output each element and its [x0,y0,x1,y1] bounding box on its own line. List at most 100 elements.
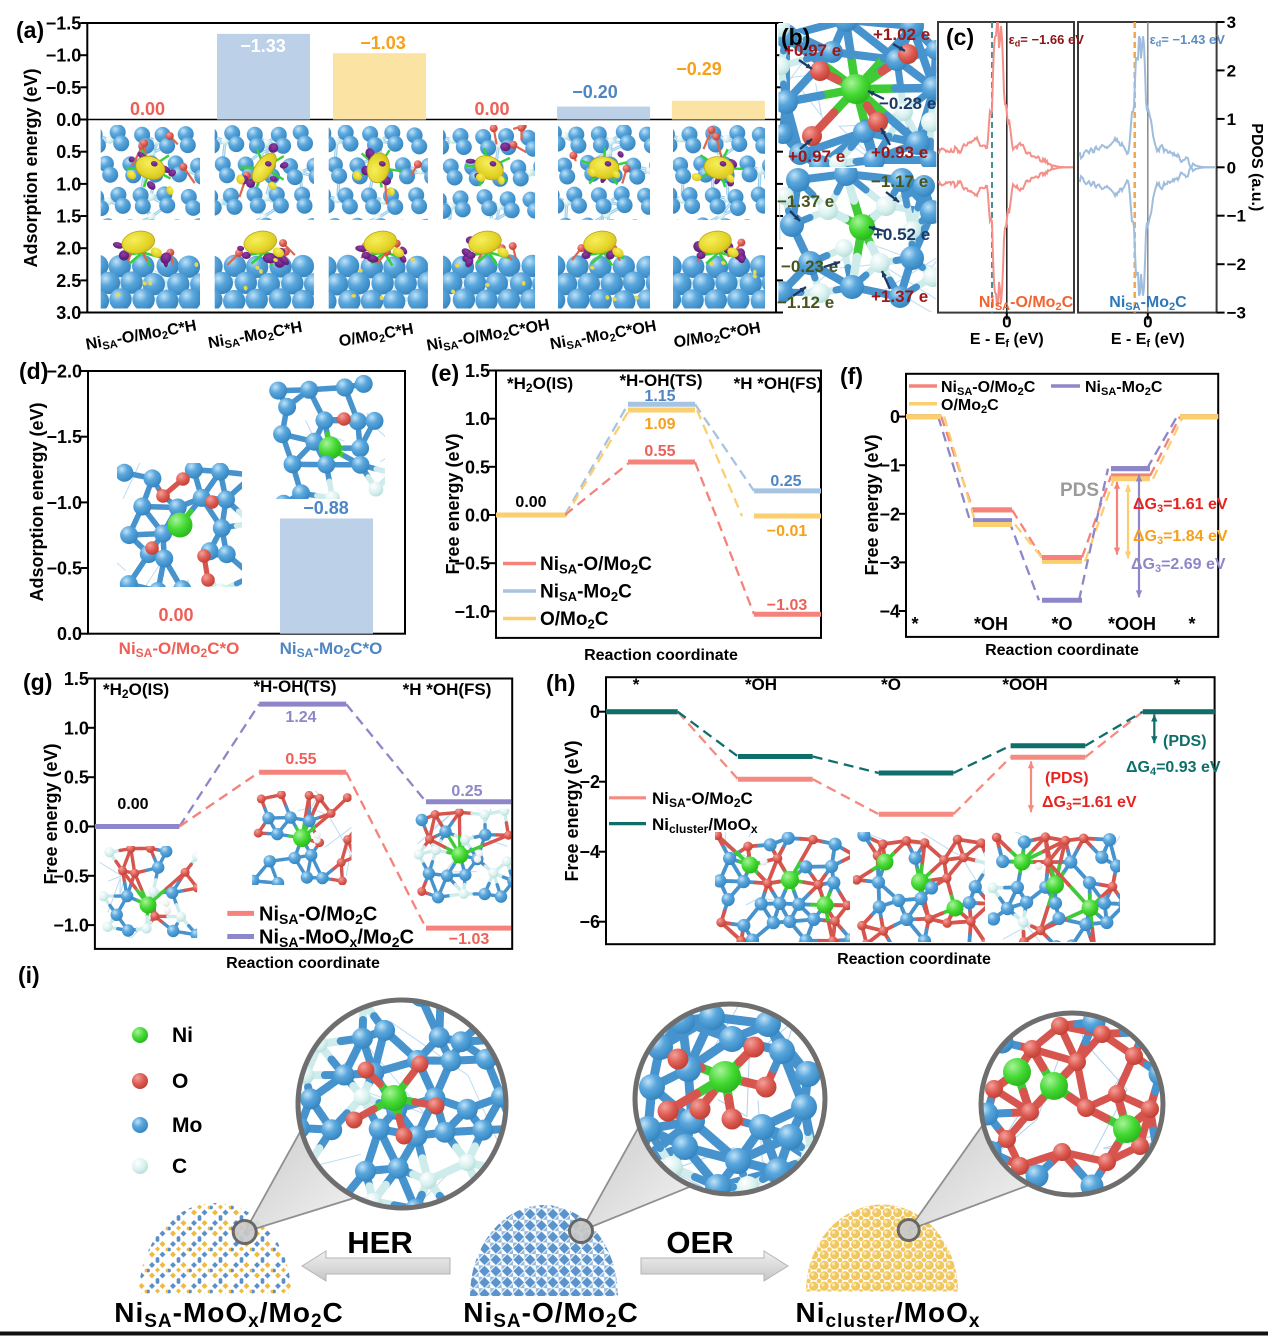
svg-text:+0.93 e: +0.93 e [871,143,928,162]
svg-text:−1.37 e: −1.37 e [777,192,834,211]
svg-text:−1.5: −1.5 [46,14,82,34]
svg-text:NiSA​-O/Mo2​C: NiSA​-O/Mo2​C [540,554,652,576]
svg-text:0.5: 0.5 [64,768,89,788]
svg-text:NiSA​-MoOx​/Mo2​C: NiSA​-MoOx​/Mo2​C [114,1297,344,1332]
svg-text:−0.20: −0.20 [572,82,618,102]
svg-text:NiSA​-O/Mo2​C: NiSA​-O/Mo2​C [652,789,753,810]
svg-text:0.55: 0.55 [644,443,675,460]
svg-text:Reaction coordinate: Reaction coordinate [584,647,738,664]
svg-text:0.00: 0.00 [158,605,193,625]
svg-text:−6: −6 [579,912,600,932]
svg-text:(f): (f) [840,363,863,389]
svg-text:Free energy (eV): Free energy (eV) [41,743,61,884]
svg-text:0.55: 0.55 [285,751,316,768]
svg-text:Reaction coordinate: Reaction coordinate [226,955,380,972]
svg-text:Free energy (eV): Free energy (eV) [562,740,582,881]
svg-text:−1.0: −1.0 [46,493,82,513]
svg-text:*H *OH(FS): *H *OH(FS) [403,680,492,699]
svg-text:−0.88: −0.88 [303,498,349,518]
svg-text:(g): (g) [23,669,52,695]
svg-text:O/Mo2​C*H: O/Mo2​C*H [338,321,416,353]
svg-text:Nicluster​/MoOx​: Nicluster​/MoOx​ [652,815,758,836]
svg-text:Reaction coordinate: Reaction coordinate [837,951,991,968]
svg-text:*: * [1188,614,1195,634]
svg-text:NiSA​-Mo2​C*OH: NiSA​-Mo2​C*OH [549,318,658,355]
svg-text:C: C [172,1155,187,1178]
svg-text:PDOS (a.u.): PDOS (a.u.) [1248,123,1265,211]
svg-text:−0.5: −0.5 [454,554,490,574]
svg-text:Reaction coordinate: Reaction coordinate [985,642,1139,659]
svg-text:O/Mo2​C: O/Mo2​C [941,397,999,416]
svg-text:*H-OH(TS): *H-OH(TS) [619,371,702,390]
svg-text:0: 0 [1002,313,1011,332]
svg-text:1.0: 1.0 [465,409,490,429]
svg-text:−2.0: −2.0 [46,362,82,382]
svg-text:1.5: 1.5 [465,361,490,381]
svg-text:−0.5: −0.5 [46,559,82,579]
svg-text:−0.01: −0.01 [767,523,808,540]
svg-text:−0.23 e: −0.23 e [781,257,838,276]
svg-text:−1: −1 [1227,207,1246,226]
svg-text:1: 1 [1227,110,1236,129]
svg-text:−1.03: −1.03 [767,597,808,614]
svg-text:Mo: Mo [172,1114,202,1137]
svg-text:−2: −2 [879,504,900,524]
svg-text:−0.5: −0.5 [53,866,89,886]
svg-text:εd​= −1.43 eV: εd​= −1.43 eV [1150,32,1226,48]
svg-text:O/Mo2​C*OH: O/Mo2​C*OH [672,320,762,354]
svg-text:*OOH: *OOH [1002,675,1047,694]
svg-text:NiSA​-Mo2​C: NiSA​-Mo2​C [1109,294,1187,313]
svg-text:HER: HER [347,1225,412,1260]
svg-text:NiSA​-Mo2​C*H: NiSA​-Mo2​C*H [207,319,304,354]
svg-text:−0.29: −0.29 [676,59,722,79]
svg-text:−1.0: −1.0 [53,916,89,936]
svg-text:1.0: 1.0 [56,174,81,194]
svg-text:*O: *O [881,675,901,694]
svg-text:Adsorption energy (eV): Adsorption energy (eV) [27,402,47,601]
svg-text:−1.17 e: −1.17 e [871,172,928,191]
svg-text:NiSA​-Mo2​C: NiSA​-Mo2​C [1085,379,1163,398]
svg-text:0.00: 0.00 [117,796,148,813]
svg-text:+0.52 e: +0.52 e [873,225,930,244]
svg-text:(PDS): (PDS) [1045,770,1089,787]
svg-text:3: 3 [1227,13,1236,32]
svg-text:−1.0: −1.0 [46,46,82,66]
svg-text:−1.33: −1.33 [240,36,286,56]
svg-text:NiSA​-O/Mo2​C*O: NiSA​-O/Mo2​C*O [119,639,240,660]
svg-text:E - Ef​ (eV): E - Ef​ (eV) [1111,331,1185,350]
svg-text:1.5: 1.5 [56,207,81,227]
svg-text:ΔG3​=2.69 eV: ΔG3​=2.69 eV [1131,556,1226,575]
svg-text:Nicluster​/MoOx​: Nicluster​/MoOx​ [796,1297,981,1332]
svg-text:(a): (a) [16,17,44,43]
svg-text:−1.03: −1.03 [360,33,406,53]
svg-text:−0.5: −0.5 [46,78,82,98]
svg-text:ΔG3​=1.61 eV: ΔG3​=1.61 eV [1042,794,1137,813]
svg-text:Adsorption energy (eV): Adsorption energy (eV) [21,68,41,267]
svg-text:(PDS): (PDS) [1163,733,1207,750]
svg-text:O: O [172,1070,188,1093]
svg-text:−4: −4 [579,842,600,862]
svg-text:+0.97 e: +0.97 e [788,147,845,166]
svg-text:(e): (e) [431,360,459,386]
svg-text:*: * [911,614,918,634]
svg-text:0.00: 0.00 [130,99,165,119]
svg-text:1.0: 1.0 [64,718,89,738]
svg-text:1.5: 1.5 [64,669,89,689]
svg-text:NiSA​-Mo2​C*O: NiSA​-Mo2​C*O [280,639,383,660]
svg-text:*H *OH(FS): *H *OH(FS) [734,374,823,393]
svg-text:−4: −4 [879,602,900,622]
svg-text:0: 0 [1143,313,1152,332]
svg-text:NiSA​-O/Mo2​C: NiSA​-O/Mo2​C [941,379,1036,398]
svg-text:*H2​O(IS): *H2​O(IS) [507,374,573,395]
svg-text:*OOH: *OOH [1108,614,1156,634]
svg-text:(d): (d) [19,358,48,384]
svg-text:Free energy (eV): Free energy (eV) [443,433,463,574]
svg-text:(b): (b) [781,24,810,50]
svg-text:2: 2 [1227,61,1236,80]
svg-text:0.25: 0.25 [770,473,801,490]
svg-text:E - Ef​ (eV): E - Ef​ (eV) [970,331,1044,350]
svg-text:1.24: 1.24 [285,709,316,726]
svg-text:NiSA​-Mo2​C: NiSA​-Mo2​C [540,582,632,604]
svg-text:−2: −2 [579,772,600,792]
svg-text:*OH: *OH [745,675,777,694]
